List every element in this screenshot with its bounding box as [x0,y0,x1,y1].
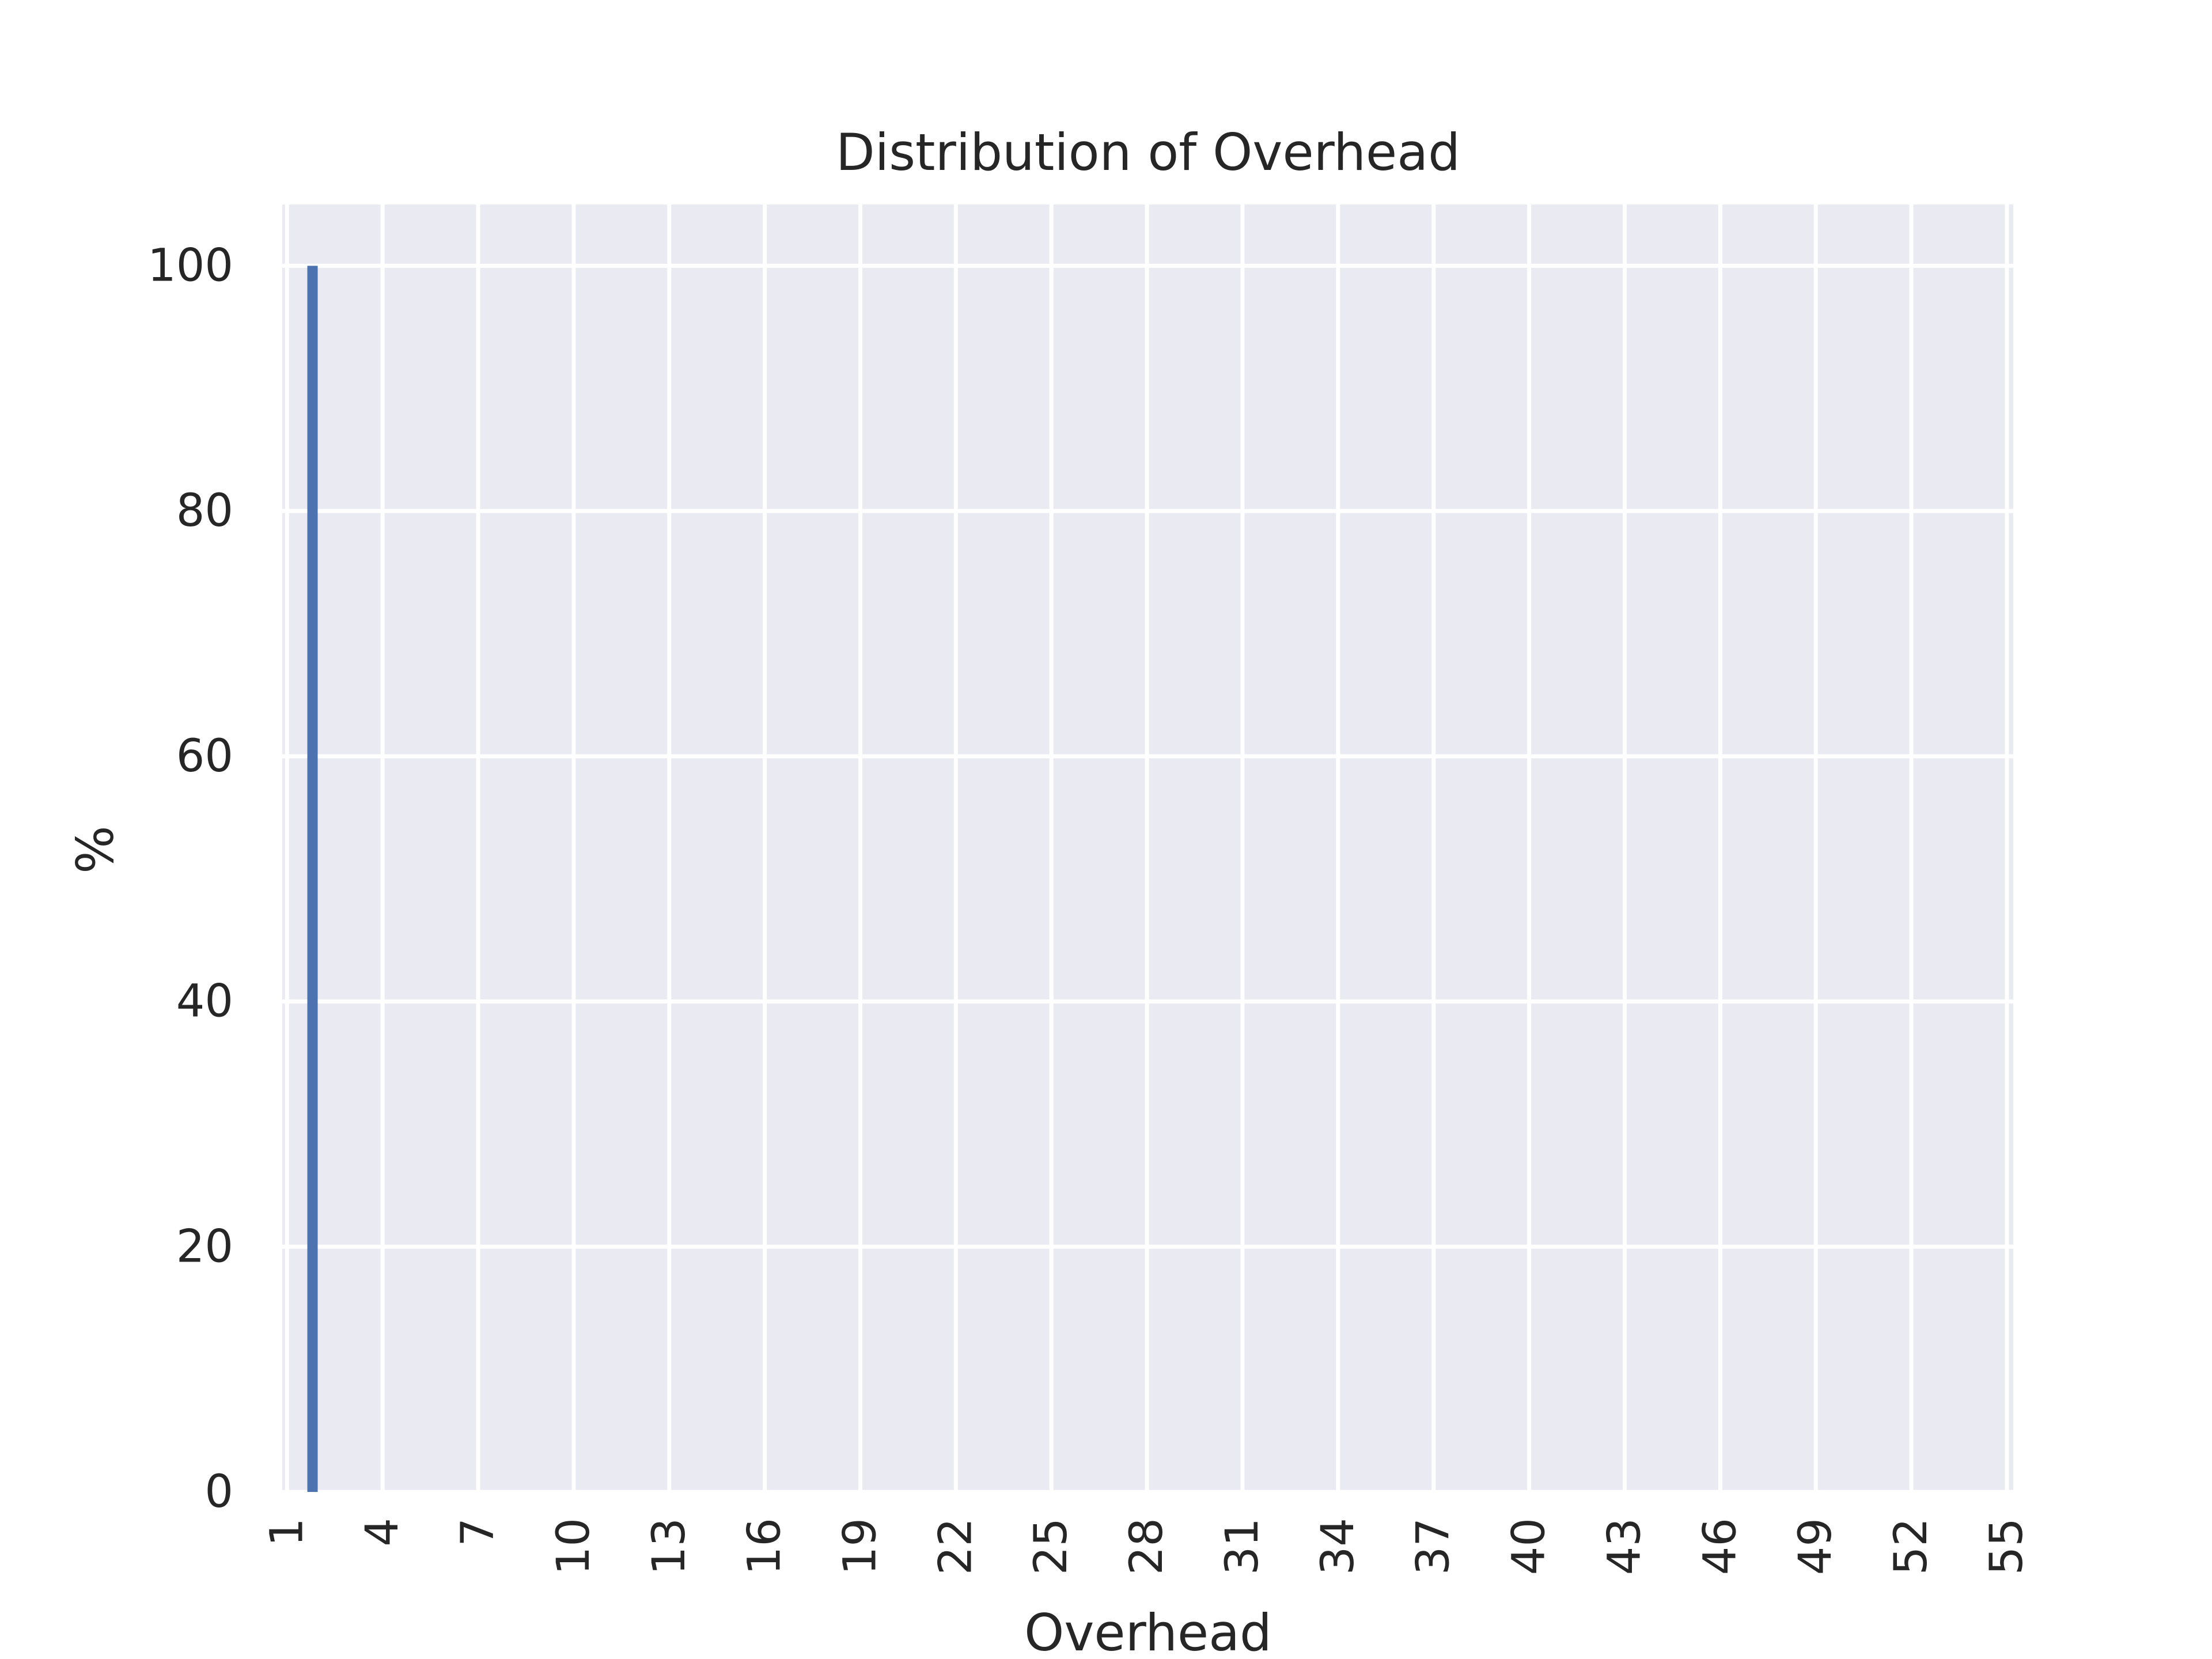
y-tick-label: 80 [176,485,233,537]
x-tick-label: 31 [1217,1518,1268,1575]
bar [307,266,318,1493]
x-tick-label: 40 [1503,1518,1555,1575]
x-tick-label: 22 [930,1518,982,1575]
x-tick-label: 37 [1408,1518,1460,1575]
y-tick-label: 20 [176,1221,233,1272]
y-axis-title: % [66,825,125,874]
y-tick-label: 60 [176,730,233,782]
x-tick-label: 13 [643,1518,695,1575]
y-tick-labels: 0 20 40 60 80 100 [147,240,233,1518]
x-tick-label: 7 [452,1518,504,1547]
x-tick-label: 16 [739,1518,791,1575]
x-tick-label: 4 [357,1518,408,1547]
chart-title: Distribution of Overhead [836,123,1460,182]
x-grid [285,204,2009,1492]
x-tick-label: 19 [835,1518,887,1575]
x-tick-label: 52 [1885,1518,1937,1575]
y-tick-label: 40 [176,976,233,1028]
x-tick-label: 10 [548,1518,600,1575]
y-tick-label: 0 [204,1466,233,1518]
y-grid [282,263,2013,1494]
bars [307,266,318,1493]
x-tick-label: 43 [1599,1518,1650,1575]
x-tick-label: 46 [1694,1518,1746,1575]
x-tick-label: 1 [261,1518,313,1547]
x-tick-label: 28 [1121,1518,1173,1575]
x-axis-title: Overhead [1024,1603,1272,1659]
x-tick-label: 34 [1312,1518,1364,1575]
x-tick-labels: 1 4 7 10 13 16 19 22 25 28 31 34 37 40 43 46 49 52 55 [261,1518,2033,1575]
y-tick-label: 100 [147,240,233,291]
x-tick-label: 25 [1025,1518,1077,1575]
x-tick-label: 55 [1981,1518,2033,1575]
x-tick-label: 49 [1790,1518,1842,1575]
